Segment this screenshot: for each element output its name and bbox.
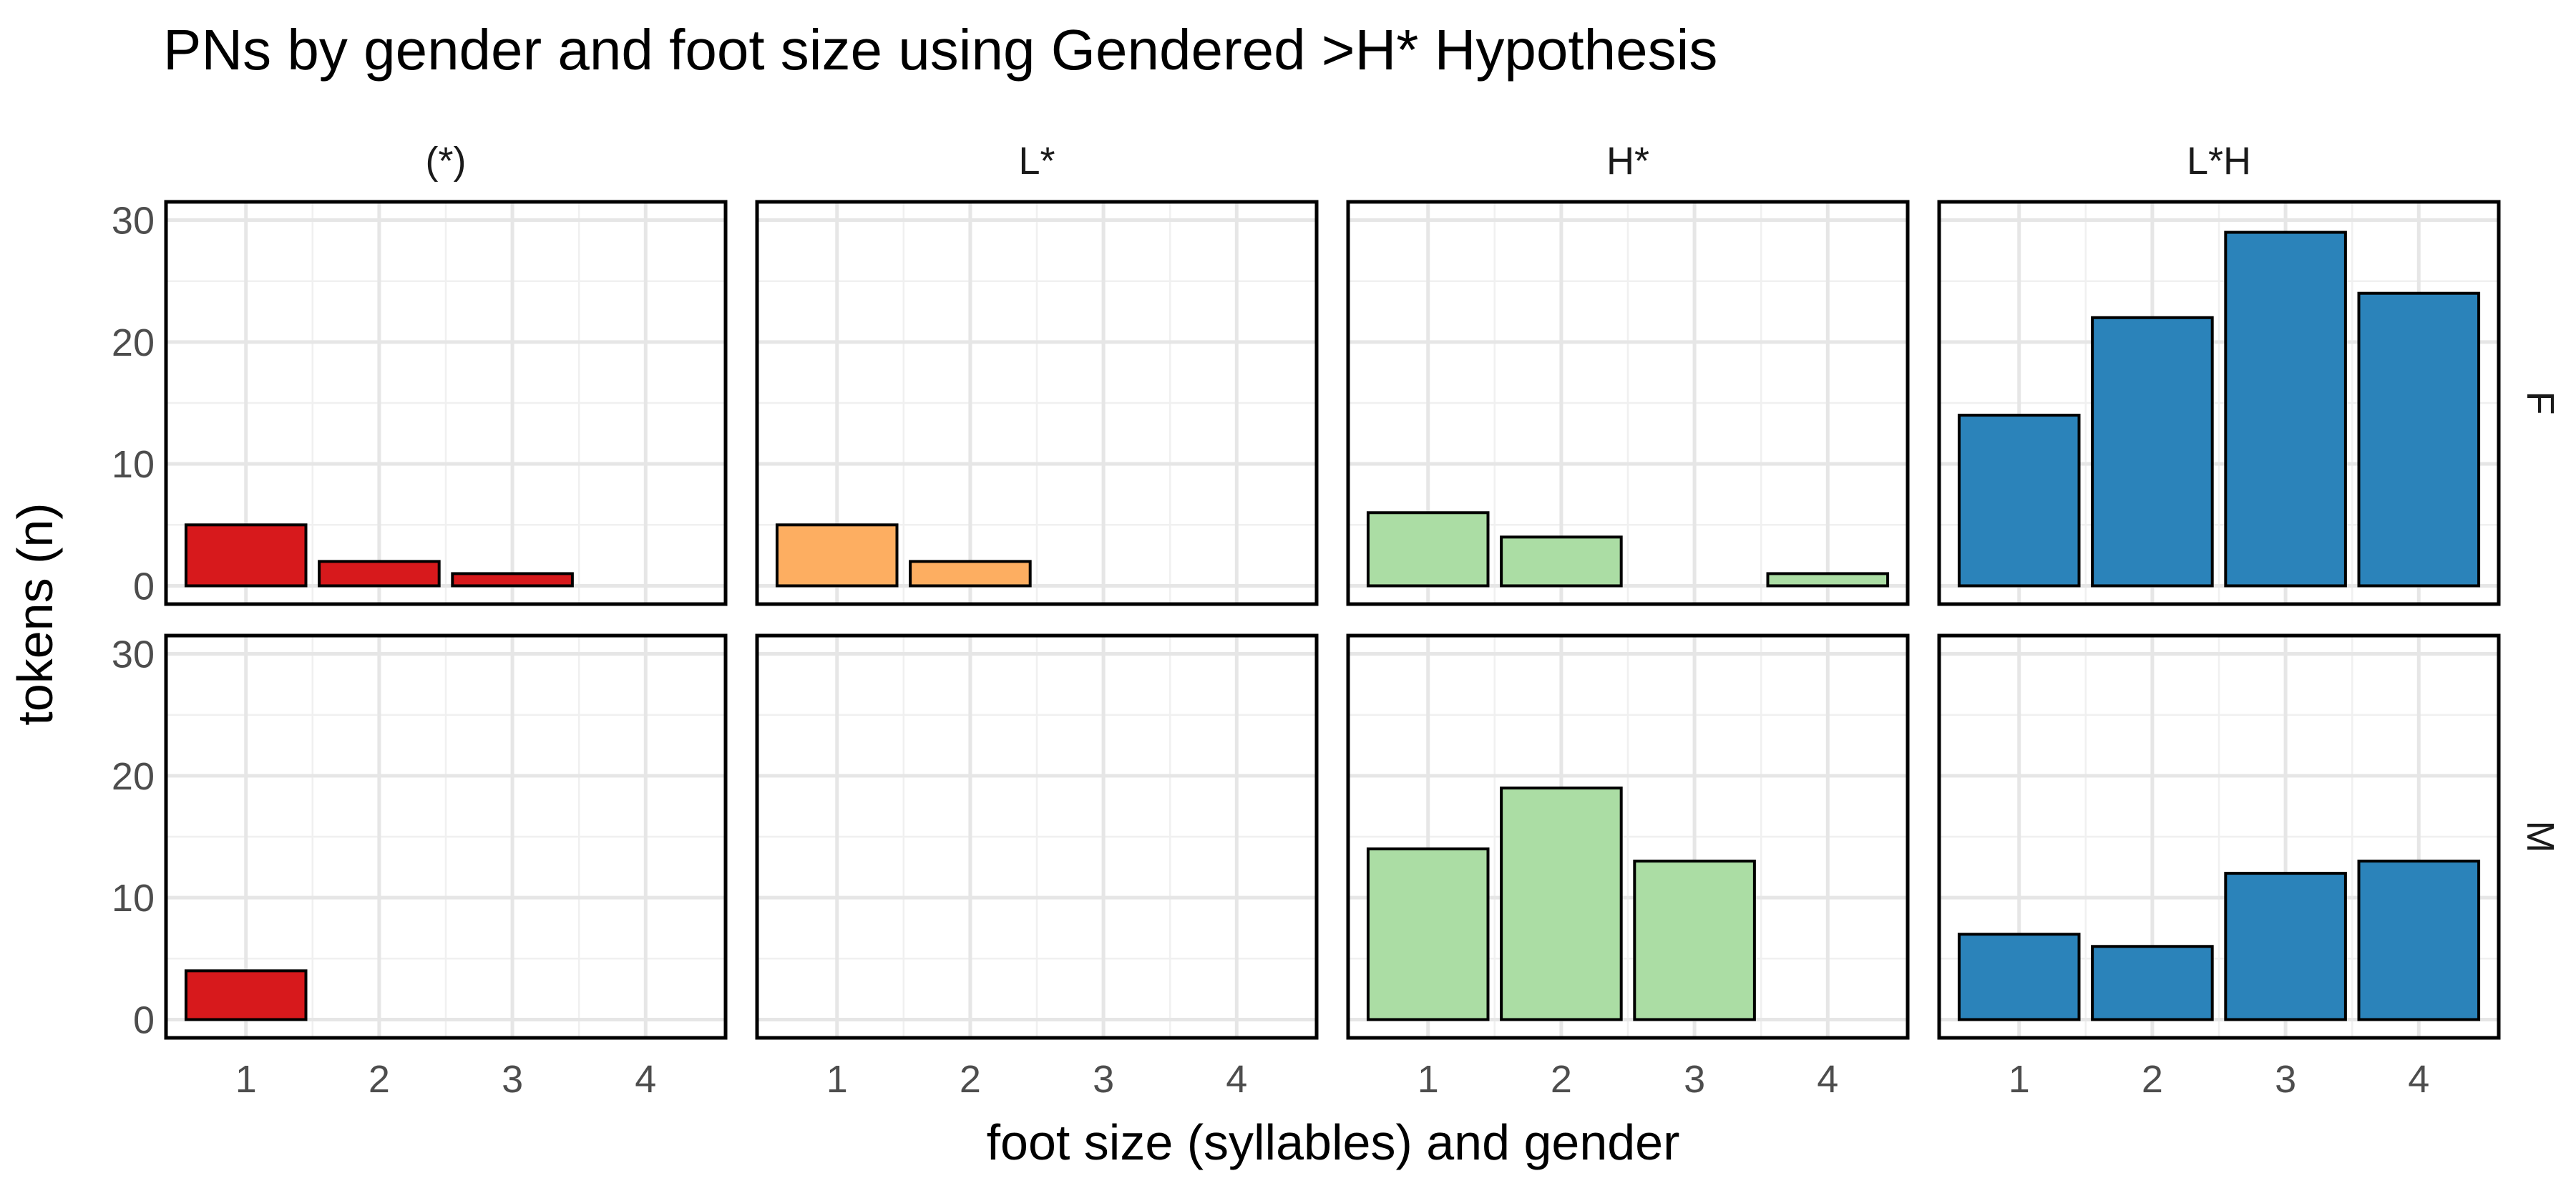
bar <box>1633 860 1756 1021</box>
bar <box>1957 933 2081 1021</box>
panel-border <box>755 200 1319 606</box>
x-tick-label: 2 <box>960 1058 981 1101</box>
facet-panel <box>1346 633 1910 1040</box>
x-tick-label: 4 <box>1226 1058 1247 1101</box>
facet-panel <box>1346 200 1910 606</box>
bar <box>318 560 441 588</box>
bar <box>451 572 574 588</box>
x-tick-label: 4 <box>635 1058 656 1101</box>
bar <box>1766 572 1890 588</box>
y-tick-label: 30 <box>112 633 155 676</box>
chart-title: PNs by gender and foot size using Gender… <box>163 18 1717 82</box>
bar <box>2091 945 2214 1021</box>
y-tick-label: 0 <box>133 998 155 1041</box>
y-tick-label: 10 <box>112 443 155 486</box>
x-tick-label: 1 <box>235 1058 257 1101</box>
bar <box>1366 511 1490 588</box>
bar <box>184 523 308 588</box>
facet-column-label: (*) <box>426 140 467 183</box>
bar <box>2224 872 2347 1021</box>
bar <box>1500 786 1623 1021</box>
facet-column-label: L*H <box>2187 140 2251 183</box>
x-tick-label: 1 <box>2009 1058 2030 1101</box>
bar <box>909 560 1032 588</box>
y-tick-label: 10 <box>112 877 155 920</box>
x-tick-label: 3 <box>1684 1058 1705 1101</box>
facet-panel <box>164 200 728 606</box>
x-tick-label: 3 <box>502 1058 523 1101</box>
panels-layer: (*) L* H* L*H F M 0 10 20 30 0 10 20 30 1 2 3 4 1 2 3 4 1 2 3 4 1 2… <box>112 140 2562 1101</box>
y-tick-label: 0 <box>133 565 155 608</box>
facet-panel <box>755 200 1319 606</box>
bar <box>184 969 308 1021</box>
panel-border <box>164 633 728 1040</box>
x-tick-label: 2 <box>1551 1058 1572 1101</box>
facet-panel <box>1937 633 2501 1040</box>
bar <box>2224 230 2347 588</box>
y-axis-title: tokens (n) <box>7 502 63 725</box>
y-tick-label: 20 <box>112 321 155 364</box>
x-tick-label: 1 <box>826 1058 848 1101</box>
y-tick-label: 30 <box>112 200 155 243</box>
panel-border <box>1346 633 1910 1040</box>
panel-border <box>755 633 1319 1040</box>
facet-column-label: H* <box>1606 140 1649 183</box>
x-axis-title: foot size (syllables) and gender <box>987 1114 1680 1170</box>
x-tick-label: 4 <box>1817 1058 1838 1101</box>
x-tick-label: 2 <box>2142 1058 2163 1101</box>
panel-border <box>164 200 728 606</box>
panel-border <box>1937 200 2501 606</box>
bar <box>1366 847 1490 1021</box>
bar <box>2357 860 2481 1021</box>
facet-panel <box>164 633 728 1040</box>
facet-panel <box>755 633 1319 1040</box>
y-tick-label: 20 <box>112 755 155 798</box>
bar <box>775 523 899 588</box>
facet-row-label: F <box>2519 392 2562 415</box>
facet-panel <box>1937 200 2501 606</box>
x-tick-label: 4 <box>2408 1058 2429 1101</box>
bar <box>1957 414 2081 588</box>
x-tick-label: 3 <box>1093 1058 1114 1101</box>
bar <box>2091 316 2214 588</box>
bar <box>2357 291 2481 588</box>
x-tick-label: 1 <box>1418 1058 1439 1101</box>
panel-border <box>1346 200 1910 606</box>
x-tick-label: 2 <box>369 1058 390 1101</box>
facet-column-label: L* <box>1018 140 1055 183</box>
x-tick-label: 3 <box>2275 1058 2296 1101</box>
bar <box>1500 535 1623 588</box>
panel-border <box>1937 633 2501 1040</box>
facet-row-label: M <box>2519 821 2562 853</box>
